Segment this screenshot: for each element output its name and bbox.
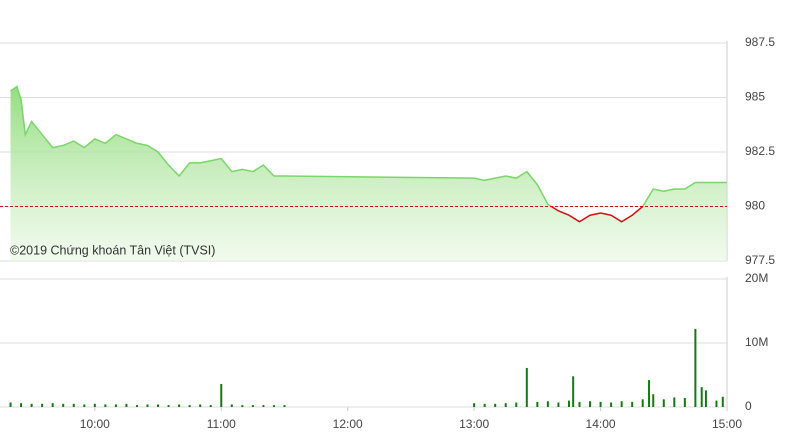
- volume-bar: [262, 405, 265, 407]
- volume-bar: [93, 403, 96, 407]
- x-tick-label: 11:00: [207, 417, 236, 431]
- volume-bar: [272, 405, 275, 407]
- volume-bar: [662, 399, 665, 407]
- volume-bar: [567, 400, 570, 407]
- volume-bar: [546, 401, 549, 407]
- x-tick-label: 14:00: [586, 417, 616, 431]
- volume-bar: [578, 401, 581, 407]
- volume-bar: [504, 403, 507, 407]
- volume-bar: [41, 403, 44, 407]
- volume-bar: [721, 396, 724, 407]
- volume-bar: [251, 405, 254, 407]
- x-tick-label: 13:00: [459, 417, 489, 431]
- volume-bar: [283, 405, 286, 407]
- volume-bar: [683, 398, 686, 407]
- volume-bar: [715, 400, 718, 407]
- price-line-below: [549, 206, 644, 223]
- volume-bar: [188, 405, 191, 407]
- volume-bar: [30, 403, 33, 407]
- volume-bar: [104, 404, 107, 407]
- volume-bar: [631, 401, 634, 407]
- volume-bar: [241, 405, 244, 407]
- x-tick-label: 12:00: [333, 417, 363, 431]
- volume-bar: [220, 383, 223, 407]
- volume-bar: [114, 404, 117, 407]
- volume-bar: [62, 403, 65, 407]
- x-tick-label: 15:00: [712, 417, 742, 431]
- y-tick-label: 20M: [745, 271, 768, 285]
- volume-bar: [167, 405, 170, 407]
- volume-bar: [648, 380, 651, 407]
- volume-bar: [20, 403, 23, 407]
- volume-bar: [473, 403, 476, 407]
- volume-bar: [557, 402, 560, 407]
- volume-bar: [51, 403, 54, 407]
- volume-bar: [525, 367, 528, 407]
- volume-bar: [694, 328, 697, 407]
- y-tick-label: 985: [745, 90, 765, 104]
- volume-bar: [125, 403, 128, 407]
- volume-bar: [599, 401, 602, 407]
- volume-bar: [146, 404, 149, 407]
- volume-bar: [673, 397, 676, 407]
- volume-bar: [536, 401, 539, 407]
- y-tick-label: 980: [745, 199, 765, 213]
- volume-bar: [515, 402, 518, 407]
- volume-bar: [135, 405, 138, 407]
- volume-bar: [83, 404, 86, 407]
- volume-bar: [483, 403, 486, 407]
- volume-bar: [9, 402, 12, 407]
- watermark: ©2019 Chứng khoán Tân Việt (TVSI): [10, 243, 215, 257]
- y-tick-label: 0: [745, 399, 752, 413]
- volume-bar: [610, 402, 613, 407]
- volume-bar: [641, 399, 644, 407]
- volume-bar: [72, 403, 75, 407]
- volume-bar: [209, 405, 212, 407]
- volume-bar: [199, 404, 202, 407]
- volume-bar: [494, 403, 497, 407]
- price-line: [10, 85, 727, 207]
- volume-bar: [230, 404, 233, 407]
- volume-bar: [704, 390, 707, 407]
- volume-bar: [178, 404, 181, 407]
- volume-bar: [572, 376, 575, 407]
- volume-bar: [157, 404, 160, 407]
- volume-bar: [700, 387, 703, 407]
- y-tick-label: 977.5: [745, 253, 775, 267]
- volume-bar: [652, 394, 655, 407]
- x-tick-label: 10:00: [80, 417, 110, 431]
- y-tick-label: 982.5: [745, 144, 775, 158]
- volume-bar: [589, 401, 592, 407]
- price-area: [10, 86, 727, 261]
- y-tick-label: 10M: [745, 335, 768, 349]
- y-tick-label: 987.5: [745, 35, 775, 49]
- volume-bar: [620, 401, 623, 407]
